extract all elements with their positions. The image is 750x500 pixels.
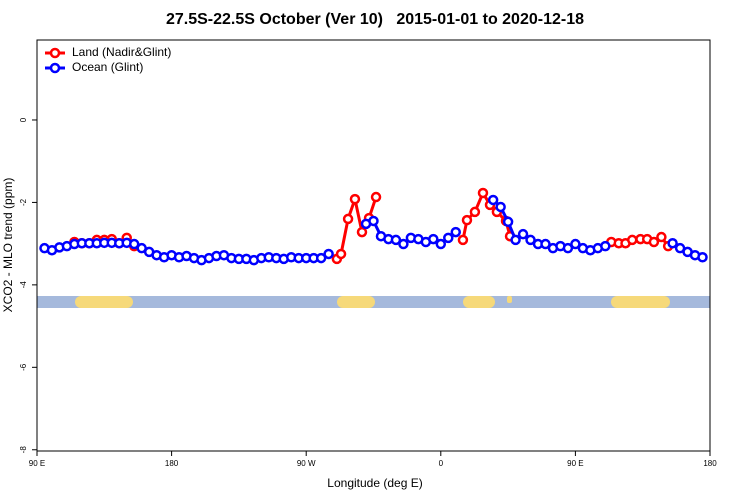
- data-point: [469, 206, 481, 218]
- data-point: [428, 233, 439, 245]
- data-point: [349, 193, 361, 205]
- y-tick-label: 0: [19, 117, 28, 122]
- chart-title: 27.5S-22.5S October (Ver 10) 2015-01-01 …: [166, 11, 584, 28]
- y-tick-label: -4: [19, 281, 28, 289]
- legend-label: Ocean (Glint): [72, 60, 143, 74]
- data-point: [368, 215, 379, 227]
- data-point: [600, 240, 611, 252]
- y-tick-label: -6: [19, 363, 28, 371]
- legend-marker: [49, 47, 61, 59]
- legend-label: Land (Nadir&Glint): [72, 45, 171, 59]
- data-point: [457, 234, 469, 246]
- land-mask: [507, 296, 512, 303]
- x-axis-label: Longitude (deg E): [327, 476, 422, 490]
- data-point: [435, 238, 447, 250]
- data-point: [570, 238, 581, 250]
- data-point: [487, 194, 499, 206]
- data-point: [667, 237, 678, 249]
- data-point: [525, 234, 536, 246]
- series: [39, 194, 708, 266]
- data-point: [370, 191, 382, 203]
- surface-mask: [37, 296, 710, 308]
- data-point: [477, 187, 489, 199]
- legend-item: Ocean (Glint): [45, 60, 143, 74]
- data-point: [443, 232, 454, 244]
- x-tick-label: 180: [165, 459, 179, 468]
- x-tick-label: 90 W: [297, 459, 316, 468]
- data-point: [510, 234, 521, 246]
- land-mask: [75, 296, 133, 308]
- y-axis-label: XCO2 - MLO trend (ppm): [1, 178, 15, 313]
- data-point: [562, 242, 574, 254]
- land-mask: [611, 296, 670, 308]
- y-tick-label: -2: [19, 198, 28, 206]
- x-tick-label: 90 E: [567, 459, 583, 468]
- data-point: [461, 214, 473, 226]
- data-point: [517, 228, 529, 240]
- legend-item: Land (Nadir&Glint): [45, 45, 171, 59]
- x-tick-label: 90 E: [29, 459, 45, 468]
- land-mask: [463, 296, 495, 308]
- x-tick-label: 0: [439, 459, 444, 468]
- data-point: [323, 248, 334, 260]
- data-point: [540, 238, 551, 250]
- legend-marker: [49, 62, 61, 74]
- data-point: [335, 248, 347, 260]
- data-point: [656, 231, 667, 243]
- data-point: [390, 234, 402, 246]
- data-point: [495, 201, 506, 213]
- y-tick-label: -8: [19, 446, 28, 454]
- data-point: [342, 213, 354, 225]
- data-point: [450, 226, 462, 238]
- data-point: [697, 251, 708, 263]
- data-point: [648, 236, 660, 248]
- data-point: [398, 238, 409, 250]
- land-mask: [337, 296, 375, 308]
- data-point: [356, 226, 368, 238]
- x-tick-label: 180: [703, 459, 717, 468]
- data-point: [626, 234, 638, 246]
- data-point: [502, 216, 514, 228]
- data-point: [315, 252, 327, 264]
- plot-frame: [36, 39, 711, 452]
- data-point: [128, 238, 140, 250]
